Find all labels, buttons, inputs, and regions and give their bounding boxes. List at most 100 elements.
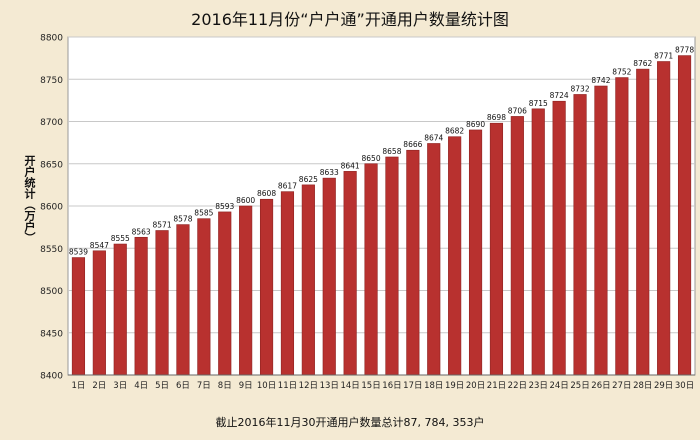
x-tick-label: 14日 — [340, 381, 359, 391]
bar — [218, 211, 232, 376]
bar — [594, 85, 608, 376]
x-tick-label: 13日 — [320, 381, 339, 391]
bar — [573, 94, 587, 376]
data-label: 8571 — [153, 221, 172, 230]
data-label: 8608 — [257, 189, 276, 198]
x-tick-label: 4日 — [134, 381, 148, 391]
x-tick-label: 12日 — [299, 381, 318, 391]
y-tick-label: 8550 — [40, 245, 63, 255]
y-tick-label: 8700 — [40, 118, 63, 128]
bar — [427, 143, 441, 376]
bar — [280, 191, 295, 376]
x-tick-label: 18日 — [424, 381, 443, 391]
x-tick-label: 30日 — [675, 381, 694, 391]
x-tick-label: 1日 — [71, 381, 85, 391]
x-tick-label: 25日 — [570, 381, 589, 391]
bar — [615, 77, 629, 376]
data-label: 8578 — [173, 215, 192, 224]
bar — [155, 230, 169, 376]
x-tick-label: 16日 — [382, 381, 401, 391]
bar — [406, 149, 420, 376]
data-label: 8742 — [591, 76, 610, 85]
x-tick-label: 2日 — [92, 381, 106, 391]
bar — [113, 243, 127, 376]
bar — [468, 129, 483, 376]
x-tick-label: 21日 — [487, 381, 506, 391]
bar — [531, 108, 545, 376]
x-tick-label: 5日 — [155, 381, 169, 391]
x-tick-label: 28日 — [633, 381, 652, 391]
y-tick-label: 8400 — [40, 372, 63, 382]
data-label: 8633 — [320, 168, 339, 177]
data-label: 8706 — [508, 106, 527, 115]
bar — [636, 68, 650, 376]
x-tick-label: 17日 — [403, 381, 422, 391]
x-tick-label: 9日 — [239, 381, 253, 391]
bar — [552, 100, 566, 376]
data-label: 8563 — [132, 227, 151, 236]
bar — [364, 163, 378, 376]
x-tick-label: 19日 — [445, 381, 464, 391]
bar — [385, 156, 399, 376]
data-label: 8698 — [487, 113, 506, 122]
x-tick-label: 23日 — [529, 381, 548, 391]
data-label: 8771 — [654, 52, 673, 61]
data-label: 8762 — [633, 59, 652, 68]
chart-caption: 截止2016年11月30开通用户数量总计87, 784, 353户 — [215, 416, 485, 429]
x-tick-label: 20日 — [466, 381, 485, 391]
data-label: 8682 — [445, 127, 464, 136]
y-tick-label: 8600 — [40, 203, 63, 213]
y-tick-label: 8750 — [40, 76, 63, 86]
bar — [92, 250, 106, 376]
data-label: 8752 — [612, 68, 631, 77]
x-tick-label: 3日 — [113, 381, 127, 391]
x-tick-label: 22日 — [508, 381, 527, 391]
x-tick-label: 7日 — [197, 381, 211, 391]
bar — [489, 122, 504, 376]
data-label: 8690 — [466, 120, 485, 129]
x-tick-label: 8日 — [218, 381, 232, 391]
x-tick-label: 29日 — [654, 381, 673, 391]
bar — [677, 55, 692, 376]
x-tick-label: 11日 — [278, 381, 297, 391]
x-tick-label: 24日 — [549, 381, 568, 391]
data-label: 8715 — [529, 99, 548, 108]
bar — [259, 198, 274, 376]
y-tick-label: 8800 — [40, 34, 63, 44]
data-label: 8641 — [341, 161, 360, 170]
data-label: 8658 — [382, 147, 401, 156]
data-label: 8555 — [111, 234, 130, 243]
data-label: 8547 — [90, 241, 109, 250]
data-label: 8539 — [69, 248, 88, 257]
bar — [657, 61, 671, 376]
bar — [510, 116, 524, 376]
data-label: 8585 — [194, 209, 213, 218]
x-tick-label: 26日 — [591, 381, 610, 391]
data-label: 8650 — [362, 154, 381, 163]
x-tick-label: 6日 — [176, 381, 190, 391]
bar — [448, 136, 462, 376]
bar — [176, 224, 190, 376]
bar — [239, 205, 253, 376]
data-label: 8732 — [571, 84, 590, 93]
data-label: 8724 — [550, 91, 569, 100]
x-tick-label: 15日 — [361, 381, 380, 391]
y-axis-label: 开户统计（万户） — [23, 155, 36, 243]
x-tick-label: 10日 — [257, 381, 276, 391]
data-label: 8617 — [278, 182, 297, 191]
bar — [343, 171, 357, 376]
y-tick-label: 8650 — [40, 160, 63, 170]
bar — [322, 177, 336, 376]
bar — [301, 184, 315, 376]
data-label: 8778 — [675, 46, 694, 55]
bar — [71, 257, 86, 376]
chart-title: 2016年11月份“户户通”开通用户数量统计图 — [191, 10, 509, 29]
bar — [134, 236, 148, 376]
y-tick-label: 8450 — [40, 329, 63, 339]
data-label: 8625 — [299, 175, 318, 184]
data-label: 8600 — [236, 196, 255, 205]
bar — [197, 218, 211, 376]
x-tick-label: 27日 — [612, 381, 631, 391]
